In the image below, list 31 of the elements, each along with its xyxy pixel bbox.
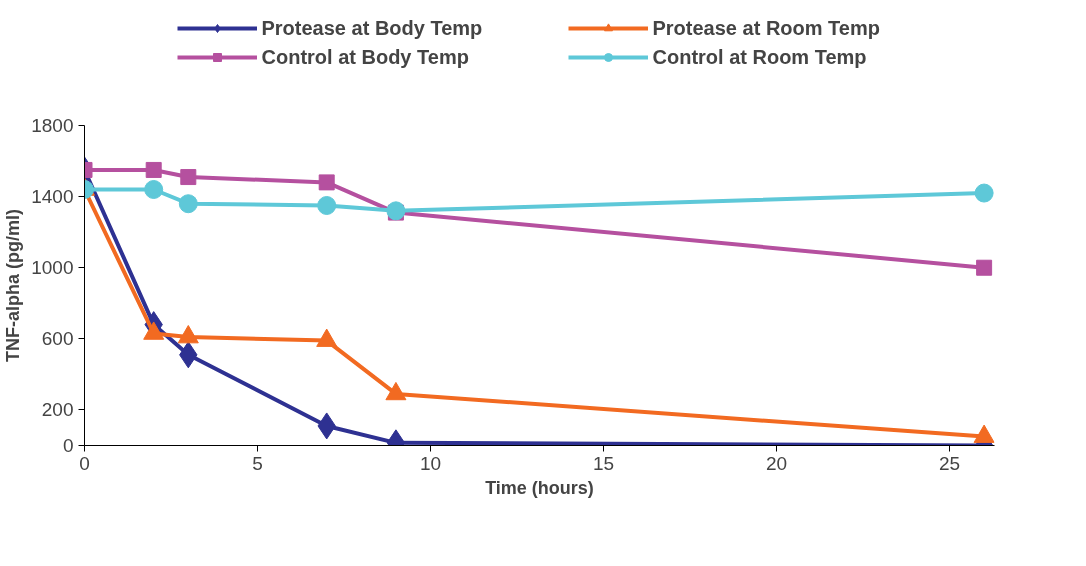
- legend-label: Control at Body Temp: [261, 45, 470, 69]
- x-tick-label: 25: [938, 452, 961, 474]
- point: [974, 183, 994, 203]
- y-tick-label: 1800: [31, 115, 74, 136]
- point: [177, 325, 199, 344]
- y-tick-label: 600: [41, 328, 74, 350]
- point: [144, 180, 164, 199]
- point: [178, 194, 198, 214]
- x-tick-label: 5: [252, 452, 263, 474]
- y-axis-title: TNF-alpha (pg/ml): [3, 209, 24, 362]
- x-tick-label: 10: [419, 452, 442, 474]
- y-tick-label: 1000: [31, 257, 74, 279]
- y-tick-label: 1400: [31, 186, 74, 208]
- point: [317, 196, 337, 215]
- point: [976, 259, 993, 276]
- point: [973, 424, 995, 443]
- legend-label: Protease at Body Temp: [261, 16, 484, 40]
- x-tick-label: 15: [592, 452, 615, 474]
- point: [145, 161, 162, 178]
- point: [143, 321, 165, 340]
- x-axis-title: Time (hours): [485, 477, 594, 498]
- legend-label: Protease at Room Temp: [652, 16, 881, 40]
- point: [180, 169, 197, 186]
- point: [316, 328, 338, 347]
- x-tick-label: 0: [79, 452, 90, 474]
- y-tick-label: 0: [62, 435, 74, 456]
- point: [318, 174, 335, 191]
- x-tick-label: 20: [765, 452, 788, 474]
- y-tick-label: 200: [41, 399, 74, 421]
- point: [385, 381, 407, 401]
- legend-label: Control at Room Temp: [652, 45, 868, 69]
